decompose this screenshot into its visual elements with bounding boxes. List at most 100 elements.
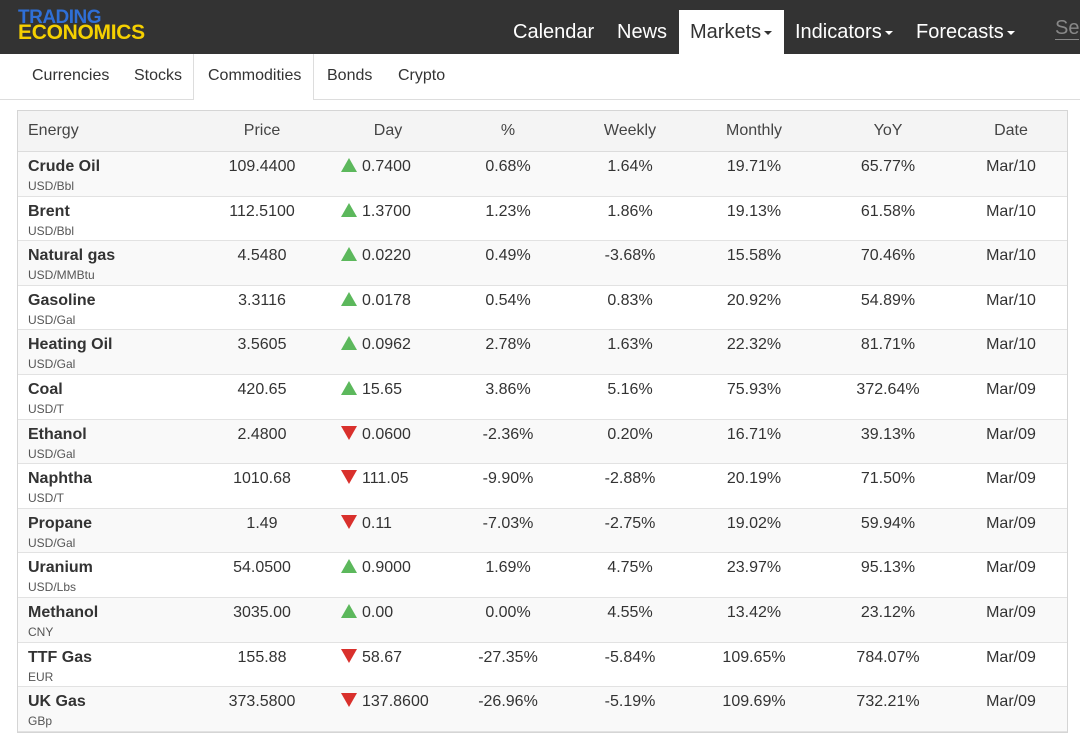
cell-weekly: -5.19% <box>604 693 656 711</box>
commodity-unit: USD/Lbs <box>28 580 77 595</box>
cell-price: 155.88 <box>237 648 287 666</box>
table-row[interactable]: Gasoline USD/Gal 0.0178 3.3116 0.54% 0.83% 20.… <box>18 286 1067 331</box>
header-price[interactable]: Price <box>243 122 281 139</box>
cell-weekly: -3.68% <box>604 247 656 265</box>
cell-pct: -27.35% <box>478 648 538 666</box>
commodity-name-link[interactable]: Heating Oil <box>28 336 113 354</box>
cell-date: Mar/10 <box>986 247 1036 265</box>
cell-price: 4.5480 <box>237 247 287 265</box>
search-input[interactable]: Se <box>1055 17 1080 40</box>
commodity-name-link[interactable]: Uranium <box>28 559 93 577</box>
cell-day: 0.0178 <box>341 291 411 310</box>
nav-news[interactable]: News <box>617 10 667 54</box>
table-row[interactable]: Methanol CNY 0.00 3035.00 0.00% 4.55% 13.42% 23… <box>18 598 1067 643</box>
chevron-down-icon <box>1006 30 1015 35</box>
table-row[interactable]: Brent USD/Bbl 1.3700 112.5100 1.23% 1.86% 19.1… <box>18 197 1067 242</box>
cell-pct: 3.86% <box>485 381 531 398</box>
nav-markets[interactable]: Markets <box>679 10 784 54</box>
commodity-name-link[interactable]: UK Gas <box>28 693 86 711</box>
cell-day: 0.0220 <box>341 247 411 265</box>
commodity-unit: USD/Gal <box>28 312 76 327</box>
chevron-down-icon <box>884 30 893 35</box>
subnav-currencies[interactable]: Currencies <box>32 67 110 84</box>
cell-pct: 1.23% <box>485 202 531 220</box>
cell-pct: 0.68% <box>485 158 531 175</box>
cell-day: 58.67 <box>341 648 402 667</box>
cell-monthly: 22.32% <box>726 336 782 354</box>
cell-pct: 2.78% <box>485 336 531 354</box>
nav-forecasts[interactable]: Forecasts <box>916 10 1015 54</box>
arrow-down-icon <box>341 648 357 663</box>
arrow-up-icon <box>341 604 357 618</box>
commodity-name-link[interactable]: Crude Oil <box>28 158 101 175</box>
nav-calendar-label: Calendar <box>513 21 595 43</box>
commodity-unit: USD/MMBtu <box>28 268 95 283</box>
cell-pct: -9.90% <box>482 470 534 488</box>
commodity-name-link[interactable]: Natural gas <box>28 247 116 265</box>
cell-weekly: -2.75% <box>604 514 656 532</box>
header-yoy[interactable]: YoY <box>873 122 903 139</box>
header-pct[interactable]: % <box>500 122 516 139</box>
cell-pct: 0.49% <box>485 247 531 265</box>
day-change-value: 0.0600 <box>362 425 411 443</box>
cell-weekly: 4.55% <box>607 604 653 621</box>
cell-date: Mar/10 <box>986 158 1036 175</box>
site-logo[interactable]: TRADING ECONOMICS <box>18 8 145 43</box>
cell-day: 137.8600 <box>341 693 429 711</box>
arrow-up-icon <box>341 247 357 262</box>
arrow-up-icon <box>341 158 357 172</box>
table-row[interactable]: Crude Oil USD/Bbl 0.7400 109.4400 0.68% 1.64%… <box>18 152 1067 197</box>
nav-calendar[interactable]: Calendar <box>513 10 594 54</box>
cell-pct: 0.00% <box>485 604 531 621</box>
commodity-unit: USD/Bbl <box>28 179 75 193</box>
table-row[interactable]: Uranium USD/Lbs 0.9000 54.0500 1.69% 4.75% 23.… <box>18 553 1067 598</box>
table-row[interactable]: UK Gas GBp 137.8600 373.5800 -26.96% -5.19% 10… <box>18 687 1067 732</box>
cell-day: 0.0962 <box>341 336 411 354</box>
cell-yoy: 65.77% <box>860 158 916 175</box>
table-row[interactable]: Heating Oil USD/Gal 0.0962 3.5605 2.78% 1.63%… <box>18 330 1067 375</box>
cell-monthly: 109.69% <box>722 693 786 711</box>
cell-day: 0.0600 <box>341 425 411 444</box>
commodity-name-link[interactable]: Gasoline <box>28 291 96 309</box>
nav-indicators[interactable]: Indicators <box>795 10 893 54</box>
header-day[interactable]: Day <box>373 122 403 139</box>
cell-weekly: 1.86% <box>607 202 653 220</box>
table-row[interactable]: Natural gas USD/MMBtu 0.0220 4.5480 0.49% -3.… <box>18 241 1067 286</box>
cell-pct: -7.03% <box>482 514 534 532</box>
header-date[interactable]: Date <box>994 122 1028 139</box>
cell-date: Mar/09 <box>986 648 1036 666</box>
header-weekly[interactable]: Weekly <box>603 122 657 139</box>
subnav-crypto[interactable]: Crypto <box>398 67 446 84</box>
subnav-commodities[interactable]: Commodities <box>193 54 315 100</box>
commodity-name-link[interactable]: TTF Gas <box>28 648 93 666</box>
commodity-unit: USD/Gal <box>28 535 76 550</box>
cell-weekly: 1.63% <box>607 336 653 354</box>
table-row[interactable]: Propane USD/Gal 0.11 1.49 -7.03% -2.75% 19.02%… <box>18 508 1067 554</box>
cell-price: 373.5800 <box>228 693 296 711</box>
subnav-bonds[interactable]: Bonds <box>327 67 373 84</box>
nav-news-label: News <box>617 21 668 43</box>
commodity-name-link[interactable]: Naphtha <box>28 470 92 488</box>
commodity-name-link[interactable]: Brent <box>28 202 70 220</box>
commodity-name-link[interactable]: Ethanol <box>28 425 87 443</box>
table-row[interactable]: TTF Gas EUR 58.67 155.88 -27.35% -5.84% 109.65… <box>18 643 1067 688</box>
header-energy[interactable]: Energy <box>28 122 79 139</box>
cell-weekly: 0.83% <box>607 291 653 309</box>
table-row[interactable]: Naphtha USD/T 111.05 1010.68 -9.90% -2.88% 20.… <box>18 464 1067 509</box>
commodity-name-link[interactable]: Propane <box>28 514 93 532</box>
cell-yoy: 71.50% <box>860 470 916 488</box>
cell-weekly: -5.84% <box>604 648 656 666</box>
header-monthly[interactable]: Monthly <box>725 122 783 139</box>
cell-day: 15.65 <box>341 381 402 399</box>
day-change-value: 111.05 <box>362 470 409 488</box>
cell-day: 1.3700 <box>341 202 411 221</box>
cell-day: 0.7400 <box>341 158 411 176</box>
commodity-name-link[interactable]: Methanol <box>28 604 99 621</box>
subnav-stocks[interactable]: Stocks <box>134 67 183 84</box>
table-row[interactable]: Ethanol USD/Gal 0.0600 2.4800 -2.36% 0.20% 16.… <box>18 419 1067 465</box>
table-row[interactable]: Coal USD/T 15.65 420.65 3.86% 5.16% 75.93% 372.… <box>18 375 1067 420</box>
cell-day: 0.9000 <box>341 559 411 577</box>
commodity-name-link[interactable]: Coal <box>28 381 63 398</box>
cell-pct: -2.36% <box>482 425 534 443</box>
cell-yoy: 59.94% <box>860 514 916 532</box>
